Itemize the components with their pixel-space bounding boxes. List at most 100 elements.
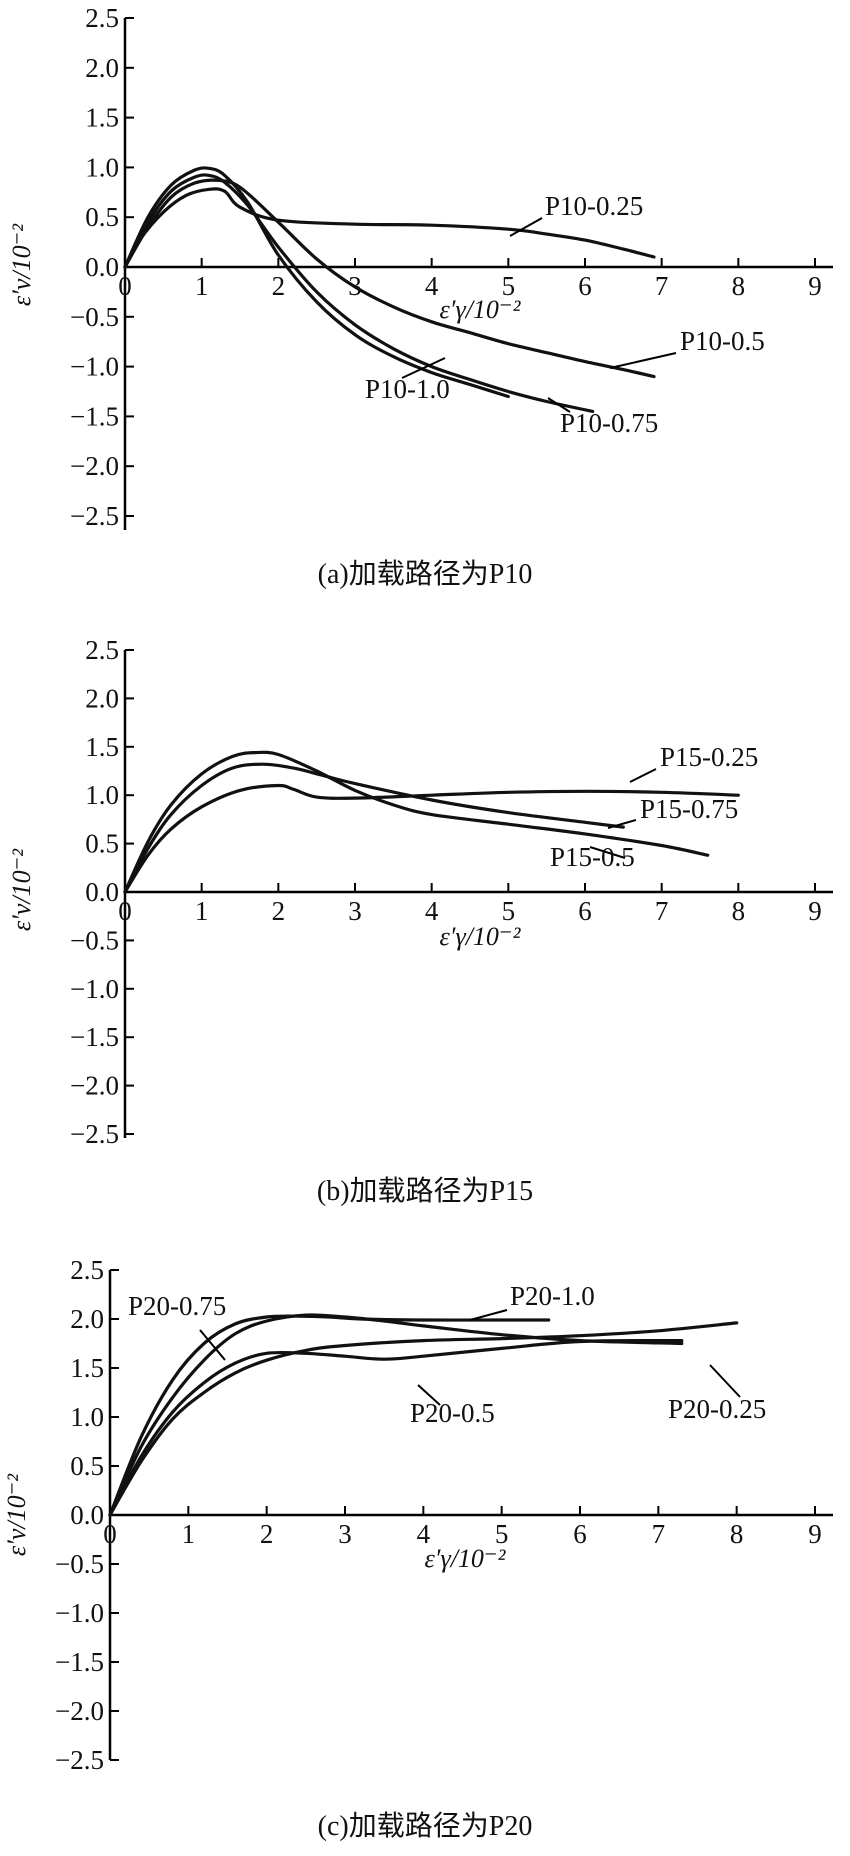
y-tick-label: −2.5 (70, 1119, 119, 1149)
series-label: P20-1.0 (510, 1281, 595, 1311)
x-tick-label: 1 (195, 271, 209, 301)
x-tick-label: 9 (808, 1519, 822, 1549)
series-label: P10-1.0 (365, 374, 450, 404)
series-line-P10-0.5 (123, 178, 656, 379)
y-tick-label: 0.0 (70, 1500, 104, 1530)
x-tick-label: 5 (502, 271, 516, 301)
series-line-P10-1.0 (123, 166, 510, 399)
x-tick-label: 0 (118, 271, 132, 301)
x-tick-label: 6 (573, 1519, 587, 1549)
y-tick-label: −2.0 (55, 1696, 104, 1726)
y-tick-label: 2.0 (85, 53, 119, 83)
x-axis-label: ε′γ/10⁻² (425, 1544, 507, 1573)
annotation-leader (401, 357, 446, 379)
y-tick-label: −2.5 (70, 501, 119, 531)
series-label: P15-0.25 (660, 742, 758, 772)
x-tick-label: 7 (655, 896, 669, 926)
y-tick-label: 0.5 (85, 202, 119, 232)
y-axis-label: ε′v/10⁻² (2, 1473, 31, 1556)
x-tick-label: 5 (495, 1519, 509, 1549)
y-tick-label: −1.0 (70, 974, 119, 1004)
y-tick-label: −2.0 (70, 451, 119, 481)
y-axis-label: ε′v/10⁻² (7, 848, 36, 931)
series-label: P10-0.5 (680, 326, 765, 356)
y-tick-label: −0.5 (55, 1549, 104, 1579)
annotation-leader (509, 217, 543, 237)
x-tick-label: 7 (655, 271, 669, 301)
series-line-P20-1.0 (108, 1314, 551, 1517)
y-tick-label: 0.0 (85, 252, 119, 282)
y-tick-label: −1.0 (70, 352, 119, 382)
series-label: P10-0.75 (560, 408, 658, 438)
x-tick-label: 0 (118, 896, 132, 926)
y-tick-label: 2.0 (85, 683, 119, 713)
x-tick-label: 4 (417, 1519, 431, 1549)
x-tick-label: 9 (808, 271, 822, 301)
series-line-P20-0.5 (108, 1338, 684, 1517)
y-tick-label: 2.5 (85, 635, 119, 665)
x-tick-label: 8 (732, 271, 746, 301)
series-line-P15-0.5 (123, 750, 710, 894)
series-label: P15-0.5 (550, 842, 635, 872)
series-label: P10-0.25 (545, 191, 643, 221)
x-tick-label: 0 (103, 1519, 117, 1549)
x-tick-label: 8 (732, 896, 746, 926)
series-line-P15-0.25 (123, 783, 740, 894)
annotation-leader (709, 1364, 741, 1398)
y-tick-label: 1.0 (70, 1402, 104, 1432)
y-tick-label: −1.0 (55, 1598, 104, 1628)
x-tick-label: 1 (182, 1519, 196, 1549)
y-tick-label: 1.0 (85, 780, 119, 810)
annotation-leader (589, 846, 626, 859)
x-tick-label: 5 (502, 896, 516, 926)
y-tick-label: 1.5 (85, 732, 119, 762)
x-tick-label: 9 (808, 896, 822, 926)
series-line-P20-0.75 (108, 1313, 684, 1517)
annotation-leader (199, 1329, 226, 1361)
y-tick-label: 0.5 (85, 829, 119, 859)
y-tick-label: −1.5 (55, 1647, 104, 1677)
annotation-leader (607, 819, 637, 829)
chart-caption: (b)加载路径为P15 (317, 1175, 533, 1207)
y-tick-label: 1.0 (85, 152, 119, 182)
annotation-leader (417, 1384, 441, 1406)
x-tick-label: 2 (260, 1519, 274, 1549)
x-axis-label: ε′γ/10⁻² (440, 922, 522, 951)
x-tick-label: 3 (338, 1519, 352, 1549)
chart-caption: (c)加载路径为P20 (318, 1810, 533, 1842)
y-tick-label: −1.5 (70, 401, 119, 431)
annotation-leader (609, 352, 677, 369)
y-tick-label: −2.5 (55, 1745, 104, 1775)
x-tick-label: 7 (652, 1519, 666, 1549)
y-tick-label: 2.5 (70, 1255, 104, 1285)
y-tick-label: 2.0 (70, 1304, 104, 1334)
y-tick-label: −1.5 (70, 1022, 119, 1052)
y-tick-label: −0.5 (70, 302, 119, 332)
y-tick-label: 0.0 (85, 877, 119, 907)
y-tick-label: 1.5 (70, 1353, 104, 1383)
chart-panel-1: 2.5 2.0 1.5 1.0 0.5 0.0 −0.5 −1.0 −1.5 −2.0 −2.5 0 1… (7, 3, 833, 590)
y-tick-label: −0.5 (70, 925, 119, 955)
series-line-P20-0.25 (108, 1321, 739, 1517)
x-tick-label: 3 (348, 896, 362, 926)
series-label: P15-0.75 (640, 794, 738, 824)
y-tick-label: −2.0 (70, 1071, 119, 1101)
x-tick-label: 1 (195, 896, 209, 926)
x-tick-label: 6 (578, 896, 592, 926)
y-axis-label: ε′v/10⁻² (7, 223, 36, 306)
x-tick-label: 2 (272, 271, 286, 301)
x-tick-label: 4 (425, 271, 439, 301)
x-tick-label: 6 (578, 271, 592, 301)
series-label: P20-0.5 (410, 1398, 495, 1428)
series-label: P20-0.25 (668, 1394, 766, 1424)
x-axis-label: ε′γ/10⁻² (440, 295, 522, 324)
y-tick-label: 2.5 (85, 3, 119, 33)
series-line-P10-0.25 (123, 187, 656, 269)
x-tick-label: 2 (272, 896, 286, 926)
y-tick-label: 0.5 (70, 1451, 104, 1481)
series-line-P10-0.75 (123, 173, 595, 413)
series-line-P15-0.75 (123, 762, 625, 894)
y-tick-label: 1.5 (85, 103, 119, 133)
